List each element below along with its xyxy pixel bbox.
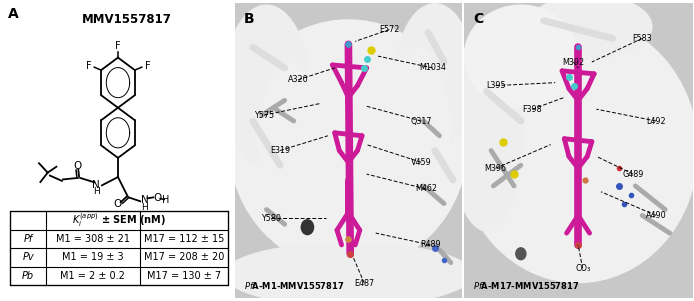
- Text: E319: E319: [270, 146, 290, 155]
- Text: $\it{Pf}$A-M17-MMV1557817: $\it{Pf}$A-M17-MMV1557817: [473, 280, 579, 291]
- Text: M1034: M1034: [419, 64, 446, 73]
- Text: R489: R489: [420, 240, 441, 250]
- Text: M392: M392: [562, 57, 584, 67]
- Ellipse shape: [257, 62, 325, 239]
- Text: M1 = 19 ± 3: M1 = 19 ± 3: [62, 253, 124, 262]
- Text: M17 = 130 ± 7: M17 = 130 ± 7: [146, 271, 221, 281]
- Ellipse shape: [223, 5, 310, 167]
- Ellipse shape: [527, 0, 652, 59]
- Text: O: O: [113, 199, 121, 209]
- Text: Pv: Pv: [22, 253, 34, 262]
- Text: F398: F398: [523, 105, 542, 114]
- Text: H: H: [162, 195, 170, 205]
- Ellipse shape: [464, 5, 578, 108]
- Text: A490: A490: [645, 211, 666, 220]
- Text: F: F: [86, 61, 92, 71]
- Text: O: O: [74, 161, 82, 171]
- Text: CO₃: CO₃: [575, 264, 591, 273]
- Text: L395: L395: [486, 81, 505, 90]
- Text: G489: G489: [623, 169, 644, 178]
- Text: F: F: [144, 61, 150, 71]
- Text: V459: V459: [411, 158, 432, 167]
- Text: A: A: [8, 8, 19, 21]
- Text: H: H: [142, 203, 148, 212]
- Text: Y580: Y580: [261, 214, 281, 223]
- Ellipse shape: [229, 19, 468, 270]
- Text: L492: L492: [646, 116, 666, 126]
- Text: O: O: [153, 193, 162, 203]
- Text: B: B: [244, 12, 254, 26]
- Text: M462: M462: [415, 184, 437, 193]
- FancyBboxPatch shape: [10, 211, 228, 285]
- Text: F583: F583: [632, 34, 652, 43]
- Text: M1 = 2 ± 0.2: M1 = 2 ± 0.2: [60, 271, 125, 281]
- Text: H: H: [93, 187, 100, 196]
- Ellipse shape: [450, 40, 523, 232]
- Text: M17 = 208 ± 20: M17 = 208 ± 20: [144, 253, 224, 262]
- Text: E487: E487: [354, 279, 374, 288]
- Ellipse shape: [458, 18, 694, 283]
- Text: F: F: [115, 41, 121, 51]
- Text: N: N: [92, 180, 100, 190]
- Text: N: N: [141, 195, 149, 205]
- Text: E572: E572: [379, 25, 400, 34]
- Ellipse shape: [515, 247, 527, 260]
- Ellipse shape: [223, 242, 473, 301]
- Ellipse shape: [395, 3, 475, 150]
- Text: Q317: Q317: [410, 116, 432, 126]
- Text: M17 = 112 ± 15: M17 = 112 ± 15: [144, 234, 224, 244]
- Text: Y575: Y575: [254, 110, 274, 119]
- Text: $\it{Pf}$A-M1-MMV1557817: $\it{Pf}$A-M1-MMV1557817: [244, 280, 344, 291]
- Text: $K_i^{(app)}$ ± SEM (nM): $K_i^{(app)}$ ± SEM (nM): [72, 211, 166, 229]
- Ellipse shape: [301, 219, 314, 235]
- Text: A320: A320: [288, 75, 309, 84]
- Text: C: C: [473, 12, 483, 26]
- Text: Pb: Pb: [22, 271, 34, 281]
- Text: M396: M396: [484, 164, 507, 173]
- Text: Pf: Pf: [24, 234, 33, 244]
- Ellipse shape: [382, 47, 451, 224]
- Text: M1 = 308 ± 21: M1 = 308 ± 21: [56, 234, 130, 244]
- Text: MMV1557817: MMV1557817: [82, 13, 172, 26]
